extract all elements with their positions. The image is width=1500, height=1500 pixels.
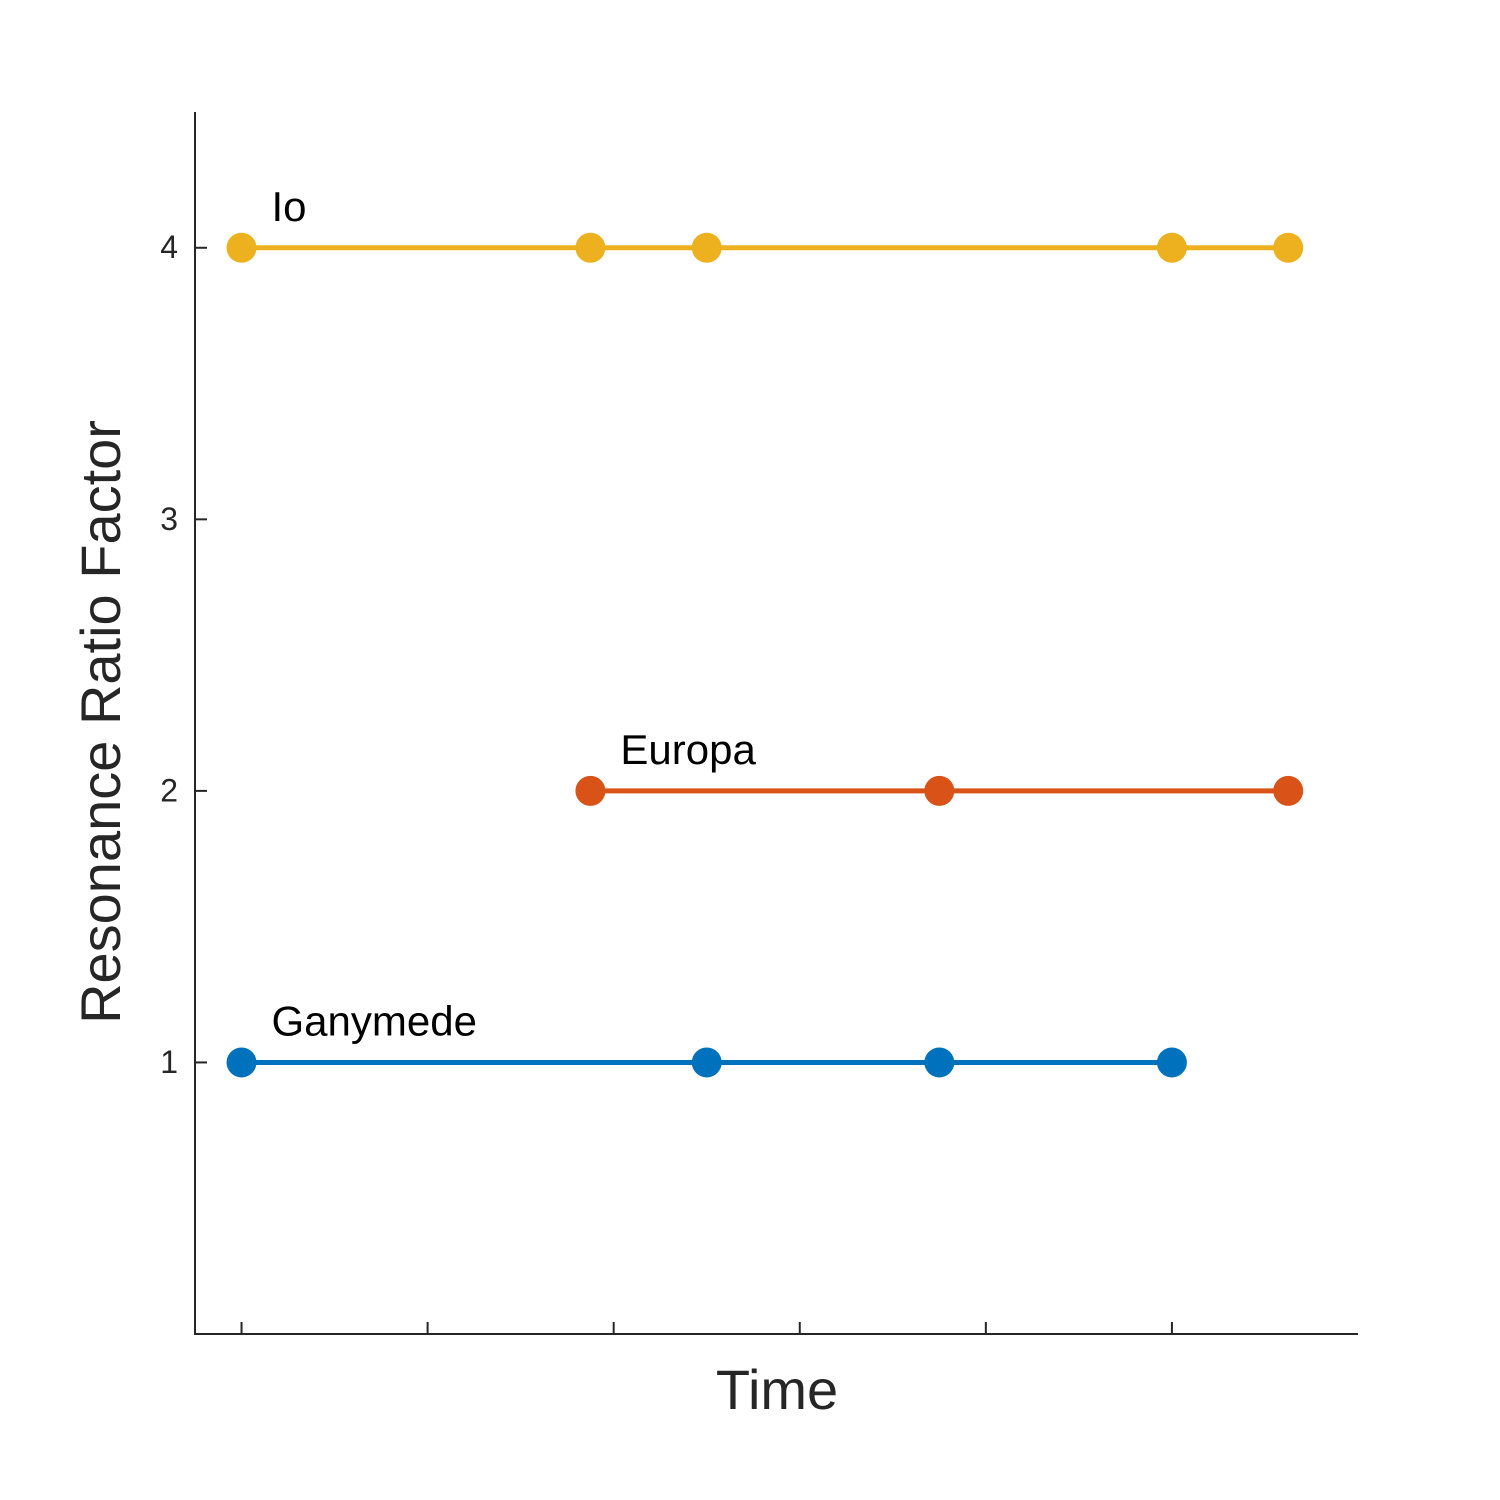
point: [1156, 1047, 1187, 1078]
series-label: Europa: [620, 726, 756, 773]
y-tick-label: 4: [160, 229, 178, 265]
y-axis-label: Resonance Ratio Factor: [69, 420, 132, 1024]
point: [691, 232, 722, 263]
point: [1273, 775, 1304, 806]
point: [1273, 232, 1304, 263]
point: [691, 1047, 722, 1078]
series-label: Ganymede: [272, 998, 477, 1045]
point: [226, 232, 257, 263]
point: [924, 775, 955, 806]
point: [226, 1047, 257, 1078]
y-tick-label: 3: [160, 501, 178, 537]
y-tick-label: 1: [160, 1044, 178, 1080]
point: [575, 775, 606, 806]
series-label: Io: [272, 183, 307, 230]
x-axis-label: Time: [716, 1358, 838, 1421]
point: [1156, 232, 1187, 263]
point: [575, 232, 606, 263]
point: [924, 1047, 955, 1078]
y-tick-label: 2: [160, 772, 178, 808]
